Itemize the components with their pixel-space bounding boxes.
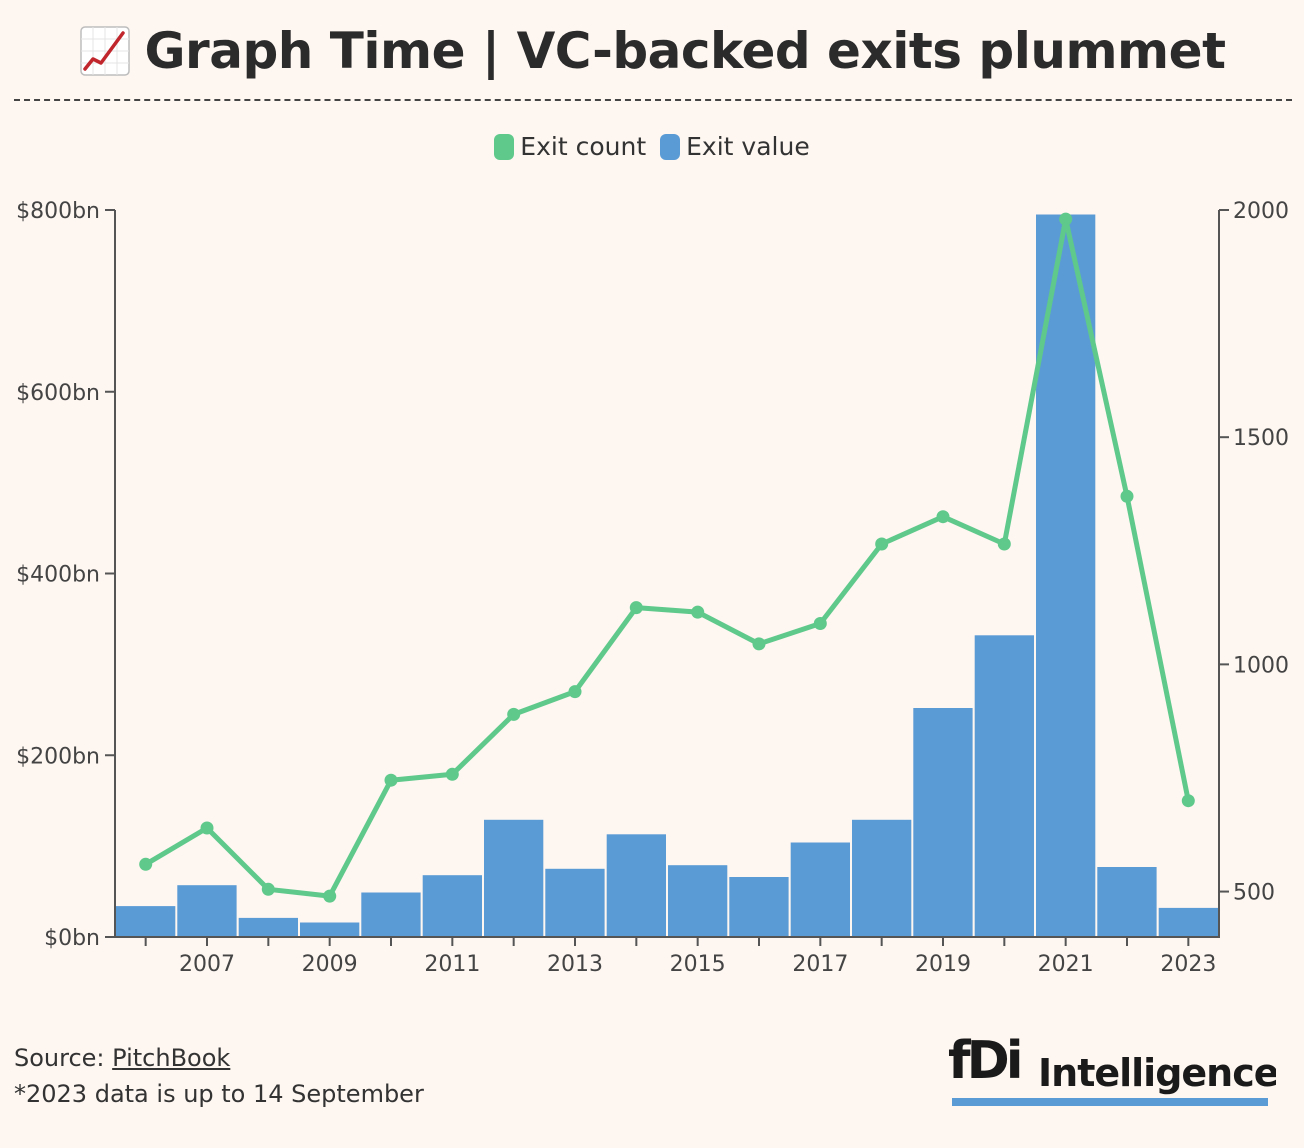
bar-exit-value-2020 (974, 635, 1034, 937)
bar-exit-value-2012 (484, 819, 544, 937)
x-axis-tick-label: 2017 (792, 952, 848, 977)
bar-exit-value-2019 (913, 708, 973, 937)
left-axis-tick-label: $800bn (16, 199, 100, 224)
legend-item-exit-count[interactable]: Exit count (494, 132, 646, 161)
point-exit-count-2019 (936, 510, 950, 524)
header: Graph Time | VC-backed exits plummet (0, 22, 1304, 80)
point-exit-count-2012 (507, 707, 521, 721)
left-axis-tick-label: $600bn (16, 381, 100, 406)
left-axis-tick-label: $200bn (16, 744, 100, 769)
point-exit-count-2023 (1181, 794, 1195, 808)
data-footnote: *2023 data is up to 14 September (14, 1080, 424, 1108)
bar-exit-value-2016 (729, 877, 789, 937)
right-axis-tick-label: 2000 (1233, 199, 1289, 224)
legend-item-exit-value[interactable]: Exit value (660, 132, 810, 161)
bar-exit-value-2007 (177, 885, 237, 937)
left-axis-tick-label: $0bn (44, 926, 100, 951)
title-divider (14, 99, 1292, 101)
x-axis-tick-label: 2011 (424, 952, 480, 977)
x-axis-tick-label: 2013 (547, 952, 603, 977)
point-exit-count-2022 (1120, 489, 1134, 503)
bar-exit-value-2022 (1097, 867, 1157, 937)
x-axis-tick-label: 2023 (1160, 952, 1216, 977)
bar-exit-value-2023 (1158, 907, 1218, 937)
source-label: Source: (14, 1044, 113, 1072)
combo-chart: $0bn $200bn $400bn $600bn $800bn 500 1000 1500 2… (16, 199, 1289, 977)
bar-exit-value-2006 (116, 906, 176, 937)
point-exit-count-2020 (997, 537, 1011, 551)
bar-exit-value-2015 (668, 865, 728, 937)
svg-text:Intelligence: Intelligence (1038, 1051, 1276, 1095)
x-axis-tick-label: 2021 (1038, 952, 1094, 977)
bar-exit-value-2010 (361, 892, 421, 937)
right-axis-tick-label: 500 (1233, 881, 1275, 906)
chart-axes: $0bn $200bn $400bn $600bn $800bn 500 1000 1500 2… (16, 199, 1289, 977)
point-exit-count-2018 (875, 537, 889, 551)
point-exit-count-2021 (1059, 212, 1073, 226)
point-exit-count-2011 (445, 767, 459, 781)
point-exit-count-2010 (384, 773, 398, 787)
legend-swatch-exit-count (494, 133, 515, 160)
right-axis-tick-label: 1000 (1233, 653, 1289, 678)
point-exit-count-2015 (691, 605, 705, 619)
bar-exit-value-2017 (790, 842, 850, 937)
point-exit-count-2013 (568, 685, 582, 699)
legend-label-exit-value: Exit value (686, 132, 810, 161)
right-axis-tick-label: 1500 (1233, 426, 1289, 451)
source-note: Source: PitchBook (14, 1044, 230, 1072)
bar-exit-value-2008 (238, 917, 298, 937)
left-axis-tick-label: $400bn (16, 563, 100, 588)
line-series-exit-count (139, 212, 1195, 903)
x-axis-tick-label: 2019 (915, 952, 971, 977)
svg-text:fDi: fDi (948, 1031, 1020, 1091)
chart-legend: Exit count Exit value (0, 132, 1304, 161)
chart-title: Graph Time | VC-backed exits plummet (144, 22, 1226, 80)
point-exit-count-2017 (813, 617, 827, 630)
legend-label-exit-count: Exit count (520, 132, 647, 161)
point-exit-count-2007 (200, 821, 214, 835)
point-exit-count-2006 (139, 857, 153, 871)
source-link[interactable]: PitchBook (112, 1044, 231, 1072)
legend-swatch-exit-value (660, 133, 681, 160)
point-exit-count-2008 (261, 882, 275, 896)
bar-exit-value-2018 (852, 819, 912, 937)
point-exit-count-2009 (323, 889, 337, 903)
x-axis-tick-label: 2009 (302, 952, 358, 977)
bar-exit-value-2011 (422, 875, 482, 937)
bar-exit-value-2009 (300, 922, 360, 937)
chart-increasing-icon (79, 26, 130, 76)
fdi-intelligence-logo: fDi Intelligence (948, 1031, 1276, 1106)
line-exit-count (143, 216, 1191, 899)
point-exit-count-2014 (629, 601, 643, 615)
point-exit-count-2016 (752, 637, 766, 651)
bar-series-exit-value (116, 214, 1218, 937)
bar-exit-value-2014 (606, 834, 666, 937)
bar-exit-value-2013 (545, 868, 605, 937)
x-axis-tick-label: 2015 (670, 952, 726, 977)
x-axis-tick-label: 2007 (179, 952, 235, 977)
